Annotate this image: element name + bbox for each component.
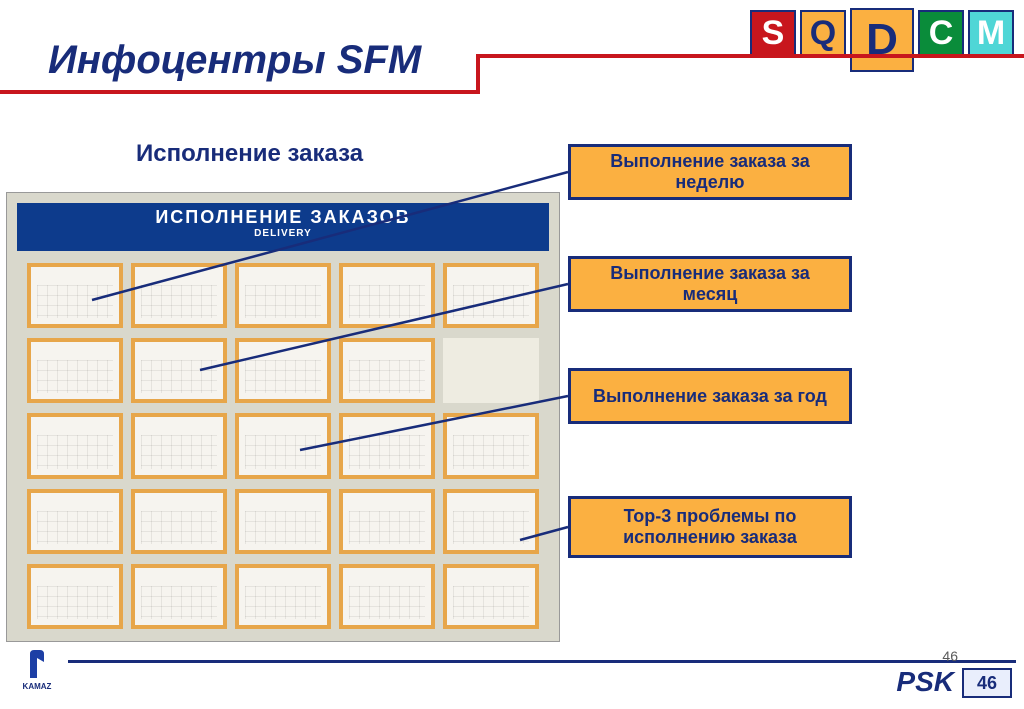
page-number-overlay: 46 — [942, 648, 958, 664]
kamaz-text: KAMAZ — [23, 682, 52, 691]
psk-brand: PSK — [896, 666, 954, 698]
leader-lines — [0, 0, 1024, 709]
page-number: 46 — [962, 668, 1012, 698]
kamaz-logo: KAMAZ — [14, 648, 60, 691]
footer-rule — [68, 660, 1016, 663]
